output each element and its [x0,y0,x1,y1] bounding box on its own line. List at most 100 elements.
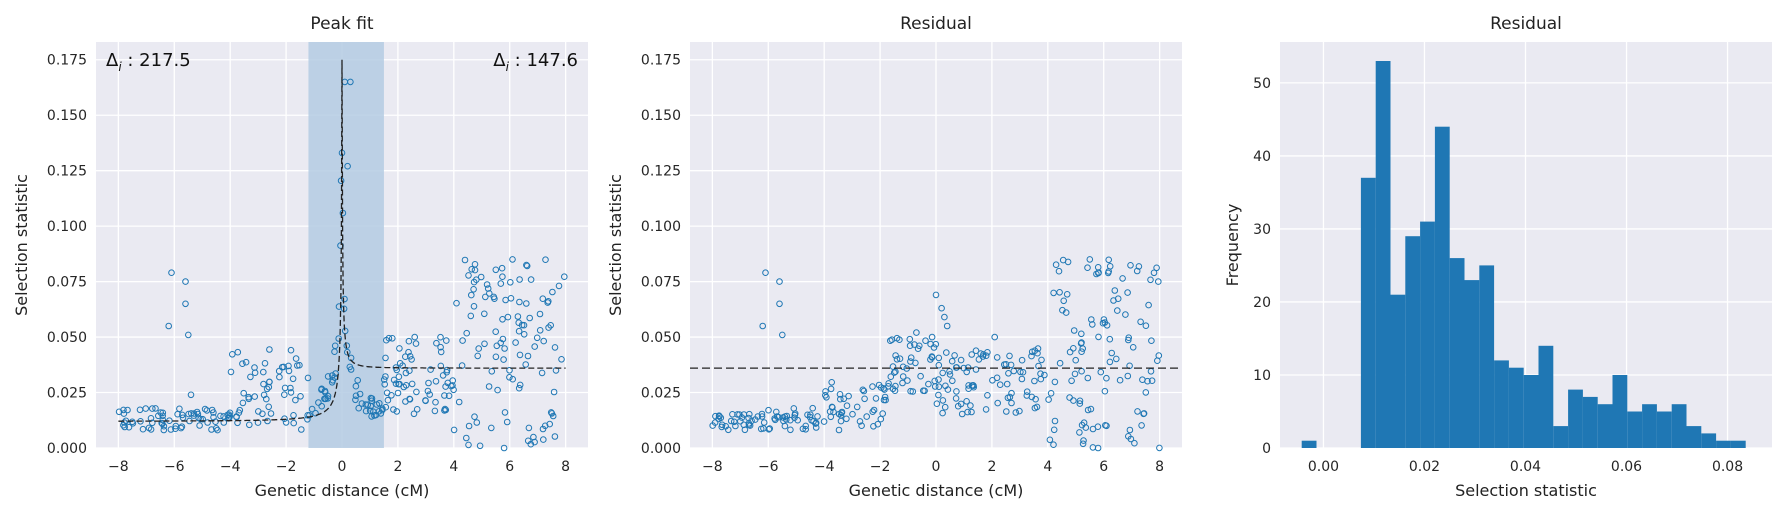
histogram-bar [1716,440,1731,448]
scatter-point [730,418,738,426]
scatter-point [1076,400,1084,407]
scatter-point [1059,256,1067,264]
scatter-point [315,399,322,406]
scatter-point [260,368,267,376]
scatter-point [836,391,844,398]
scatter-point [1110,297,1117,304]
scatter-point [412,340,420,347]
scatter-point [431,407,439,415]
scatter-point [546,420,554,428]
scatter-point [1023,388,1031,396]
scatter-point [502,296,509,304]
scatter-point [362,407,370,415]
scatter-point [488,424,495,432]
scatter-point [1094,423,1102,431]
scatter-point [892,368,899,376]
scatter-point [1002,361,1010,368]
scatter-point [758,410,766,418]
scatter-point [176,405,183,413]
y-tick-label: 0.075 [47,275,87,291]
highlight-span-rect [308,42,384,448]
scatter-point [506,374,513,381]
scatter-point [426,391,434,398]
scatter-point [324,392,332,400]
scatter-point [159,416,167,424]
scatter-point [746,410,753,418]
scatter-point [465,422,473,430]
scatter-point [473,419,481,426]
scatter-point [933,400,941,408]
scatter-point [251,364,258,371]
scatter-point [516,381,524,389]
scatter-point [515,384,523,392]
scatter-point [390,406,397,413]
scatter-point [234,348,242,356]
scatter-point [935,391,942,399]
scatter-point [459,337,466,344]
scatter-point [740,421,748,429]
scatter-point [1100,316,1108,323]
scatter-point [158,419,165,427]
y-tick-label: 30 [1253,222,1271,238]
scatter-point [229,351,236,358]
scatter-point [523,261,530,269]
scatter-point [468,266,476,273]
scatter-point [542,256,549,264]
scatter-point [524,352,532,360]
scatter-point [515,327,523,335]
scatter-point [465,272,472,279]
scatter-point [390,376,398,384]
scatter-point [869,408,877,416]
points-2 [709,256,1163,452]
histogram-bar [1671,404,1687,448]
scatter-point [1147,276,1154,284]
scatter-point [306,412,313,419]
scatter-point [1103,374,1110,382]
scatter-point [481,310,488,318]
scatter-point [1106,263,1114,270]
scatter-point [1144,377,1151,385]
scatter-point [463,329,471,337]
scatter-point [547,409,555,416]
scatter-point [473,276,480,284]
title-1: Peak fit [310,14,373,34]
scatter-point [843,402,851,410]
scatter-point [907,387,914,395]
scatter-point [1138,422,1145,429]
scatter-point [963,368,971,376]
scatter-point [475,345,483,352]
scatter-point [828,379,836,386]
scatter-point [285,362,292,370]
scatter-point [356,390,364,398]
scatter-point [952,395,960,402]
scatter-point [539,425,547,433]
scatter-point [239,360,246,368]
scatter-point [439,372,447,379]
scatter-point [1125,433,1132,440]
scatter-point [1051,378,1059,386]
scatter-point [1006,393,1014,401]
scatter-point [343,342,351,350]
scatter-point [946,371,954,378]
scatter-point [185,331,192,339]
scatter-point [376,400,383,407]
scatter-point [1088,316,1095,323]
scatter-point [1071,370,1079,378]
scatter-point [516,298,523,306]
scatter-point [1124,372,1132,380]
scatter-point [957,356,965,364]
scatter-point [501,409,509,416]
x-tick-label: 0.00 [1308,459,1339,475]
y-tick-label: 0.000 [47,441,87,457]
scatter-point [149,405,156,412]
scatter-point [899,373,907,380]
scatter-point [996,381,1004,389]
scatter-point [1005,370,1012,377]
scatter-point [540,436,547,443]
scatter-point [290,419,298,427]
scatter-point [1111,287,1119,294]
scatter-point [737,417,744,425]
scatter-point [281,391,288,399]
scatter-point [935,376,942,383]
scatter-point [775,413,782,421]
